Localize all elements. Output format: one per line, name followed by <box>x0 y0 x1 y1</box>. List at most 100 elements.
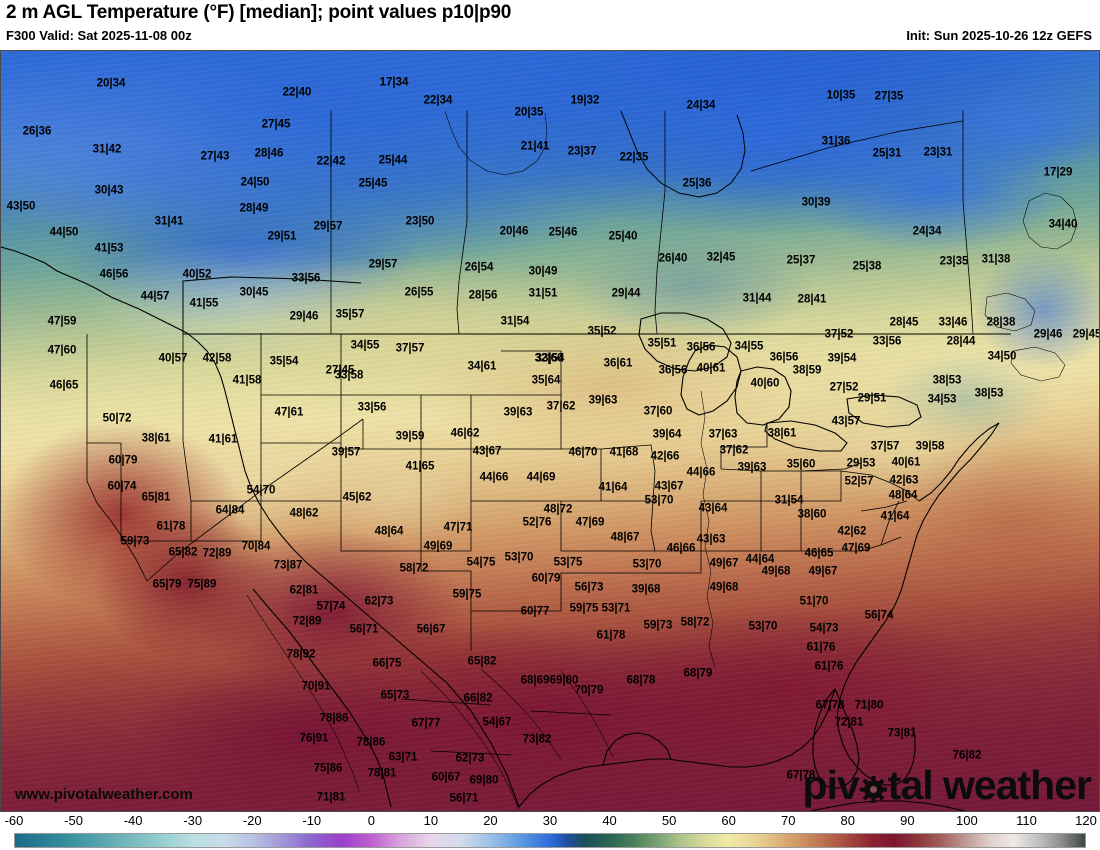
colorbar-tick: 70 <box>780 813 796 828</box>
init-time-label: Init: Sun 2025-10-26 12z GEFS <box>906 28 1092 43</box>
point-value-label: 44|66 <box>479 471 509 484</box>
point-value-label: 26|36 <box>22 125 52 138</box>
valid-time-label: F300 Valid: Sat 2025-11-08 00z <box>6 28 192 43</box>
point-value-label: 60|67 <box>431 771 461 784</box>
point-value-label: 34|40 <box>1048 218 1078 231</box>
point-value-label: 35|64 <box>531 374 561 387</box>
point-value-label: 53|70 <box>632 558 662 571</box>
point-value-label: 39|57 <box>331 446 361 459</box>
point-value-label: 40|57 <box>158 352 188 365</box>
point-value-label: 43|63 <box>696 533 726 546</box>
point-value-label: 23|31 <box>923 146 953 159</box>
point-value-label: 29|46 <box>1033 328 1063 341</box>
point-value-label: 31|36 <box>821 135 851 148</box>
point-value-label: 65|82 <box>467 655 497 668</box>
point-value-label: 37|60 <box>643 405 673 418</box>
point-value-label: 64|84 <box>215 504 245 517</box>
point-value-label: 46|62 <box>450 427 480 440</box>
point-value-label: 78|86 <box>319 712 349 725</box>
point-value-label: 24|34 <box>912 225 942 238</box>
point-value-label: 59|73 <box>643 619 673 632</box>
point-value-label: 46|65 <box>49 379 79 392</box>
point-value-label: 54|75 <box>466 556 496 569</box>
colorbar-tick: 10 <box>423 813 439 828</box>
point-value-label: 29|57 <box>313 220 343 233</box>
point-value-label: 78|81 <box>367 767 397 780</box>
point-value-label: 38|61 <box>141 432 171 445</box>
point-value-label: 26|40 <box>658 252 688 265</box>
point-value-label: 54|70 <box>246 484 276 497</box>
point-value-label: 67|78 <box>786 769 816 782</box>
point-value-label: 33|56 <box>357 401 387 414</box>
point-value-label: 37|62 <box>546 400 576 413</box>
point-value-label: 17|29 <box>1043 166 1073 179</box>
point-value-label: 36|56 <box>769 351 799 364</box>
point-value-label: 56|74 <box>864 609 894 622</box>
point-value-label: 56|73 <box>574 581 604 594</box>
point-value-label: 25|37 <box>786 254 816 267</box>
point-value-label: 59|73 <box>120 535 150 548</box>
point-value-label: 65|81 <box>141 491 171 504</box>
point-value-label: 46|65 <box>804 547 834 560</box>
point-value-label: 29|57 <box>368 258 398 271</box>
point-value-label: 25|36 <box>682 177 712 190</box>
point-value-label: 38|59 <box>792 364 822 377</box>
point-value-label: 20|46 <box>499 225 529 238</box>
point-value-label: 49|67 <box>808 565 838 578</box>
point-value-label: 59|75 <box>452 588 482 601</box>
point-value-label: 42|66 <box>650 450 680 463</box>
point-value-label: 22|35 <box>619 151 649 164</box>
point-value-label: 34|53 <box>927 393 957 406</box>
point-value-label: 35|51 <box>647 337 677 350</box>
point-value-label: 38|53 <box>932 374 962 387</box>
point-value-label: 41|53 <box>94 242 124 255</box>
point-value-label: 23|35 <box>939 255 969 268</box>
point-value-label: 37|57 <box>870 440 900 453</box>
colorbar-tick: 120 <box>1075 813 1097 828</box>
temperature-contour-map[interactable]: 20|34 22|40 17|34 22|34 20|35 19|32 24|34 10|35… <box>1 51 1099 811</box>
point-value-label: 43|50 <box>6 200 36 213</box>
point-value-label: 78|92 <box>286 648 316 661</box>
point-value-label: 25|46 <box>548 226 578 239</box>
point-value-label: 66|75 <box>372 657 402 670</box>
point-value-label: 76|91 <box>299 732 329 745</box>
colorbar-tick: 110 <box>1016 813 1037 828</box>
point-value-label: 54|73 <box>809 622 839 635</box>
point-value-label: 43|67 <box>472 445 502 458</box>
point-value-label: 32|60 <box>534 352 564 365</box>
point-value-label: 31|54 <box>500 315 530 328</box>
colorbar-gradient[interactable] <box>14 833 1086 848</box>
point-value-label: 33|58 <box>334 369 364 382</box>
point-value-label: 73|82 <box>522 733 552 746</box>
point-value-label: 70|91 <box>301 680 331 693</box>
point-value-label: 29|44 <box>611 287 641 300</box>
point-value-label: 48|64 <box>888 489 918 502</box>
colorbar-legend[interactable]: -60 -50 -40 -30 -20 -10 0 10 20 30 40 50 60 70 80 90 100… <box>0 812 1100 850</box>
point-value-label: 38|60 <box>797 508 827 521</box>
point-value-label: 32|45 <box>706 251 736 264</box>
point-value-label: 28|44 <box>946 335 976 348</box>
point-value-label: 61|76 <box>814 660 844 673</box>
point-value-label: 30|39 <box>801 196 831 209</box>
point-value-label: 27|45 <box>261 118 291 131</box>
point-value-label: 47|71 <box>443 521 473 534</box>
point-value-label: 21|41 <box>520 140 550 153</box>
point-value-label: 10|35 <box>826 89 856 102</box>
point-value-label: 75|89 <box>187 578 217 591</box>
point-value-label: 62|73 <box>455 752 485 765</box>
map-viewport[interactable]: 20|34 22|40 17|34 22|34 20|35 19|32 24|34 10|35… <box>0 50 1100 812</box>
point-value-label: 53|71 <box>601 602 631 615</box>
point-value-label: 59|75 <box>569 602 599 615</box>
page-title: 2 m AGL Temperature (°F) [median]; point… <box>6 2 512 23</box>
point-value-label: 39|63 <box>503 406 533 419</box>
point-value-label: 40|52 <box>182 268 212 281</box>
brand-text-left: piv <box>802 762 860 808</box>
point-value-label: 34|61 <box>467 360 497 373</box>
brand-text-right: tal weather <box>887 762 1092 808</box>
point-value-label: 40|61 <box>696 362 726 375</box>
header: 2 m AGL Temperature (°F) [median]; point… <box>0 0 1100 50</box>
brand-watermark: piv <box>802 762 1092 809</box>
colorbar-tick: 90 <box>900 813 915 828</box>
point-value-label: 39|54 <box>827 352 857 365</box>
point-value-label: 58|72 <box>680 616 710 629</box>
